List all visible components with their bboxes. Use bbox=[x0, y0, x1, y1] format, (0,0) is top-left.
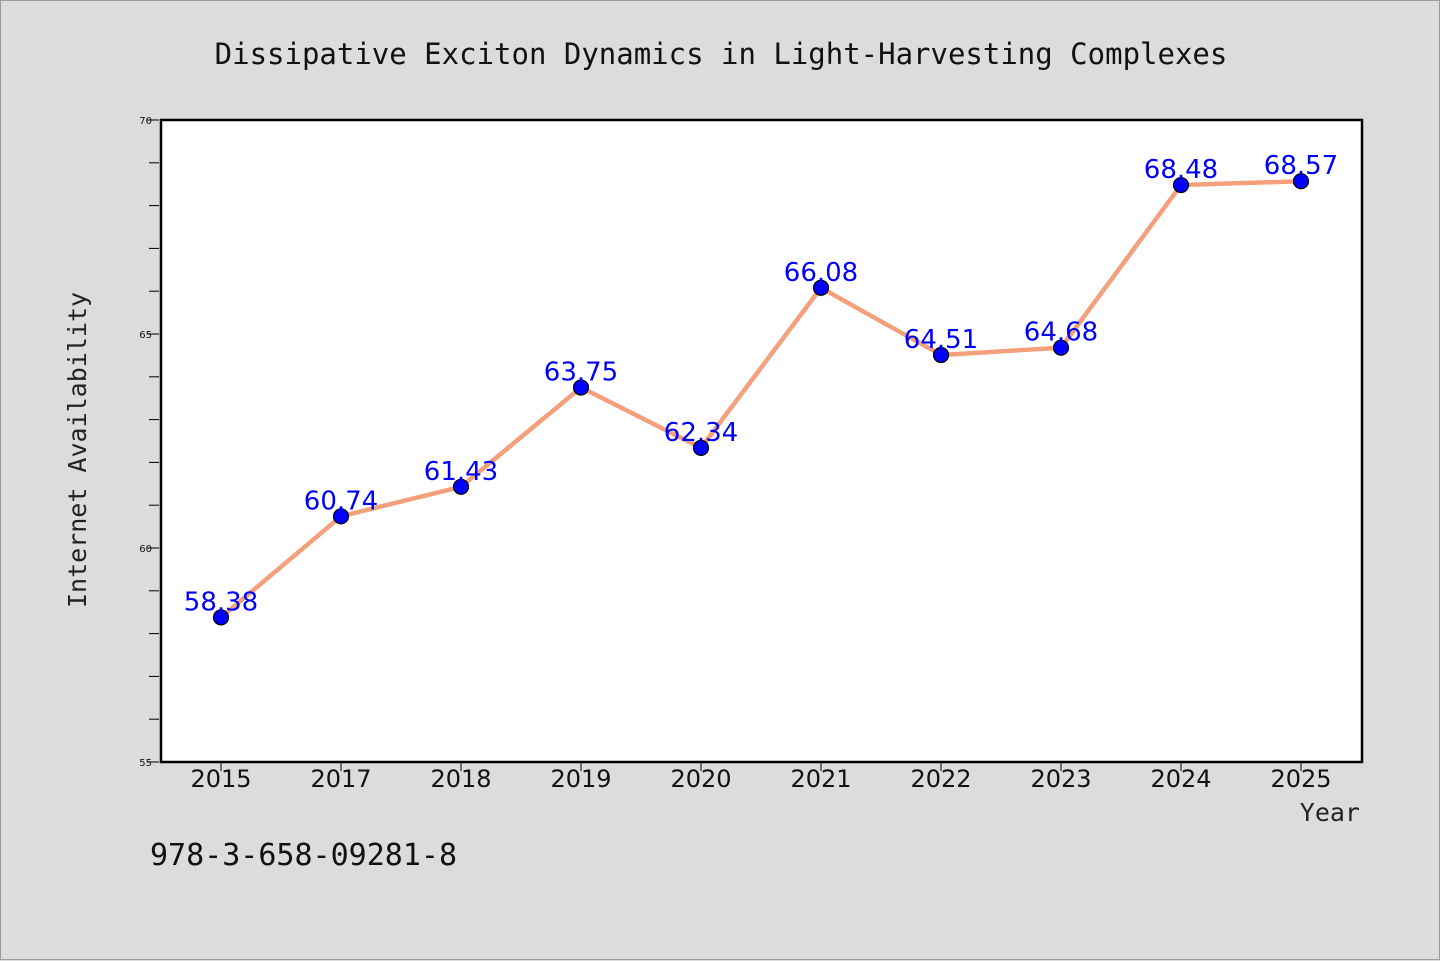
data-label: 61.43 bbox=[424, 457, 498, 487]
data-point bbox=[692, 439, 710, 456]
isbn-text: 978-3-658-09281-8 bbox=[150, 838, 457, 873]
data-label: 60.74 bbox=[304, 486, 378, 516]
chart-title: Dissipative Exciton Dynamics in Light-Ha… bbox=[215, 37, 1228, 71]
x-tick-label: 2017 bbox=[310, 765, 371, 793]
x-tick-label: 2023 bbox=[1030, 765, 1091, 793]
y-tick-label: 70 bbox=[139, 116, 152, 127]
y-tick-label: 65 bbox=[139, 330, 152, 341]
data-label: 63.75 bbox=[544, 358, 618, 388]
x-axis-label: Year bbox=[1300, 798, 1360, 827]
y-axis: 55 60 65 70 bbox=[139, 116, 159, 769]
y-tick-label: 60 bbox=[139, 544, 152, 555]
data-point bbox=[1172, 176, 1190, 194]
data-label: 68.48 bbox=[1144, 155, 1218, 185]
x-tick-label: 2018 bbox=[430, 765, 491, 793]
data-label: 58.38 bbox=[184, 587, 258, 617]
series-line-group bbox=[218, 178, 1304, 620]
x-axis: 2015 2017 2018 2019 2020 2021 2022 2023 2024 2025 bbox=[190, 763, 1332, 793]
x-tick-label: 2015 bbox=[190, 765, 251, 793]
x-tick-label: 2019 bbox=[550, 765, 611, 793]
data-point bbox=[332, 508, 350, 525]
plot-area bbox=[159, 118, 1364, 764]
data-point bbox=[452, 478, 470, 495]
data-labels: 58.38 60.74 61.43 63.75 62.34 66.08 64.51 64.68… bbox=[184, 151, 1338, 617]
data-point bbox=[1292, 173, 1310, 190]
series-line bbox=[218, 178, 1304, 620]
series-markers bbox=[212, 173, 1310, 626]
data-label: 64.68 bbox=[1024, 318, 1098, 348]
data-point bbox=[932, 346, 950, 364]
data-label: 66.08 bbox=[784, 258, 858, 288]
data-point bbox=[212, 609, 230, 626]
x-tick-label: 2021 bbox=[790, 765, 851, 793]
data-point bbox=[812, 279, 830, 296]
x-tick-label: 2024 bbox=[1150, 765, 1211, 793]
data-label: 62.34 bbox=[664, 418, 738, 448]
x-tick-label: 2022 bbox=[910, 765, 971, 793]
y-axis-label: Internet Availability bbox=[63, 292, 92, 608]
data-point bbox=[572, 379, 590, 396]
data-point bbox=[1052, 339, 1070, 356]
x-tick-label: 2020 bbox=[670, 765, 731, 793]
x-tick-label: 2025 bbox=[1270, 765, 1331, 793]
data-label: 68.57 bbox=[1264, 151, 1338, 181]
y-tick-label: 55 bbox=[139, 758, 152, 769]
data-label: 64.51 bbox=[904, 325, 978, 355]
